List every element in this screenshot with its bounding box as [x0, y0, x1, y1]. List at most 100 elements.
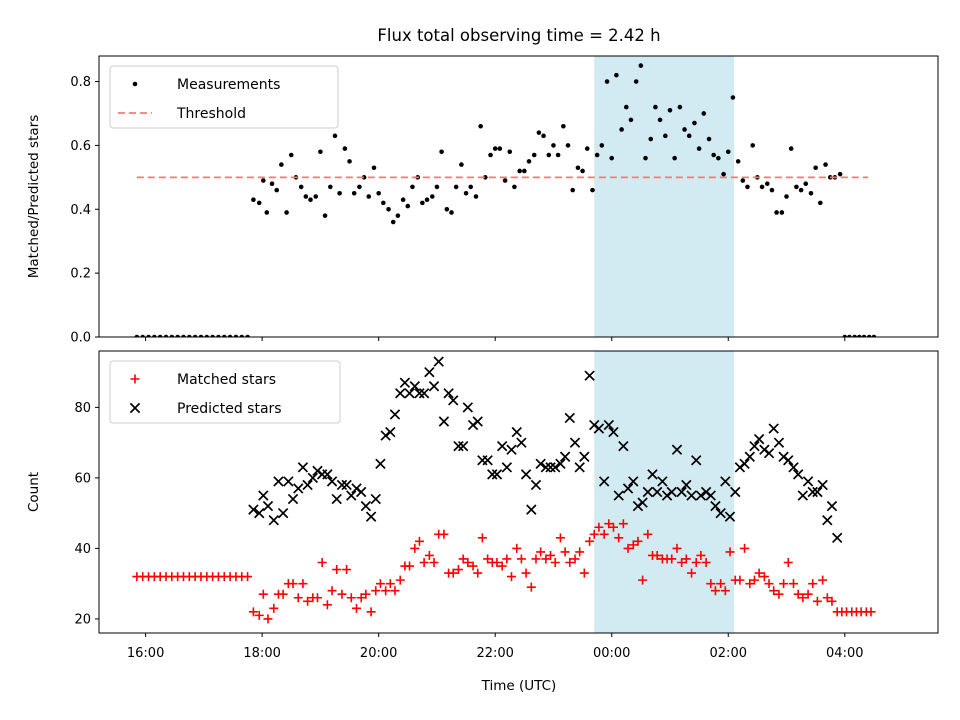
- matched-stars-point: [808, 579, 818, 589]
- measurements-point: [502, 178, 508, 183]
- measurements-point: [667, 107, 673, 113]
- predicted-stars-point: [375, 458, 386, 470]
- measurements-point: [701, 111, 707, 116]
- predicted-stars-point: [797, 490, 809, 501]
- measurements-point: [643, 155, 648, 161]
- matched-stars-point: [604, 519, 614, 529]
- matched-stars-point: [628, 540, 638, 550]
- matched-stars-point: [366, 607, 376, 617]
- y-tick-label: 40: [74, 542, 91, 557]
- legend-label-matched-stars: Matched stars: [177, 372, 276, 388]
- predicted-stars-point: [637, 497, 648, 508]
- measurements-point: [619, 127, 624, 132]
- measurements-point: [163, 334, 169, 337]
- predicted-stars-point: [448, 395, 459, 406]
- predicted-stars-point: [817, 479, 828, 491]
- matched-stars-point: [254, 610, 264, 620]
- predicted-stars-point: [676, 486, 687, 498]
- measurements-point: [357, 184, 362, 190]
- matched-stars-point: [483, 554, 493, 564]
- matched-stars-point: [608, 522, 618, 532]
- measurements-point: [507, 149, 513, 155]
- predicted-stars-point: [598, 476, 610, 487]
- predicted-stars-point: [724, 511, 736, 522]
- axes-frame: [98, 350, 939, 634]
- measurements-point: [584, 146, 590, 151]
- measurements-point: [633, 79, 639, 84]
- y-tick-label: 20: [74, 612, 91, 627]
- matched-stars-point: [269, 603, 279, 613]
- measurements-point: [837, 171, 843, 177]
- predicted-stars-point: [807, 486, 818, 498]
- matched-stars-point: [536, 547, 546, 557]
- predicted-stars-point: [642, 486, 654, 498]
- predicted-stars-point: [258, 490, 269, 501]
- measurements-point: [692, 120, 697, 126]
- measurements-point: [284, 210, 289, 215]
- measurements-point: [609, 155, 615, 161]
- predicted-stars-point: [433, 356, 444, 367]
- measurements-point: [366, 194, 372, 199]
- predicted-stars-point: [622, 483, 634, 494]
- matched-stars-point: [594, 522, 604, 532]
- matched-stars-point: [643, 529, 653, 539]
- y-tick-label: 0.8: [70, 75, 91, 90]
- matched-stars-point: [740, 543, 750, 553]
- measurements-point: [497, 146, 503, 151]
- measurements-point: [730, 95, 736, 100]
- matched-stars-point: [725, 547, 735, 557]
- measurements-point: [221, 334, 227, 337]
- matched-stars-point: [793, 589, 803, 599]
- matched-stars-point: [342, 565, 352, 575]
- x-tick-label: 20:00: [360, 646, 397, 661]
- matched-stars-point: [448, 568, 458, 578]
- plot-area: [132, 356, 876, 624]
- measurements-point: [371, 165, 377, 171]
- measurements-point: [599, 143, 605, 148]
- predicted-stars-point: [501, 462, 513, 473]
- matched-stars-point: [526, 582, 536, 592]
- matched-stars-point: [458, 554, 468, 564]
- panel-bottom: 20 40 60 80 16:00 18:00 20:00 22:00 00:00 02:00 04…: [26, 350, 939, 661]
- predicted-stars-point: [520, 469, 532, 480]
- measurements-point: [561, 123, 566, 129]
- measurements-point: [522, 168, 527, 174]
- matched-stars-point: [706, 579, 716, 589]
- predicted-stars-point: [457, 440, 469, 452]
- predicted-stars-point: [584, 370, 595, 381]
- measurements-point: [251, 197, 256, 202]
- predicted-stars-point: [482, 455, 493, 466]
- measurements-point: [332, 133, 338, 139]
- predicted-stars-point: [341, 479, 352, 491]
- matched-stars-point: [555, 533, 565, 543]
- measurements-point: [410, 184, 415, 190]
- predicted-stars-point: [705, 490, 716, 501]
- measurements-point: [570, 187, 575, 193]
- measurements-point: [580, 168, 585, 174]
- y-axis-label: Count: [26, 472, 42, 512]
- measurements-point: [342, 146, 348, 151]
- predicted-stars-point: [802, 476, 814, 487]
- measurements-point: [473, 194, 479, 199]
- measurements-point: [376, 191, 381, 196]
- predicted-stars-point: [608, 426, 619, 438]
- matched-stars-point: [779, 579, 789, 589]
- matched-stars-point: [541, 554, 551, 564]
- measurements-point: [439, 149, 444, 155]
- measurements-point: [146, 334, 151, 337]
- matched-stars-point: [720, 586, 730, 596]
- matched-stars-point: [585, 536, 595, 546]
- matched-stars-point: [385, 579, 395, 589]
- predicted-stars-point: [404, 388, 415, 399]
- y-tick-label: 0.6: [70, 139, 91, 154]
- matched-stars-point: [263, 614, 273, 624]
- matched-stars-point: [410, 543, 420, 553]
- matched-stars-point: [575, 547, 585, 557]
- measurements-point: [628, 117, 634, 123]
- predicted-stars-point: [647, 469, 658, 480]
- predicted-stars-point: [331, 493, 342, 505]
- predicted-stars-point: [593, 423, 605, 434]
- measurements-point: [663, 133, 668, 139]
- predicted-stars-point: [395, 388, 406, 399]
- predicted-stars-point: [555, 458, 566, 470]
